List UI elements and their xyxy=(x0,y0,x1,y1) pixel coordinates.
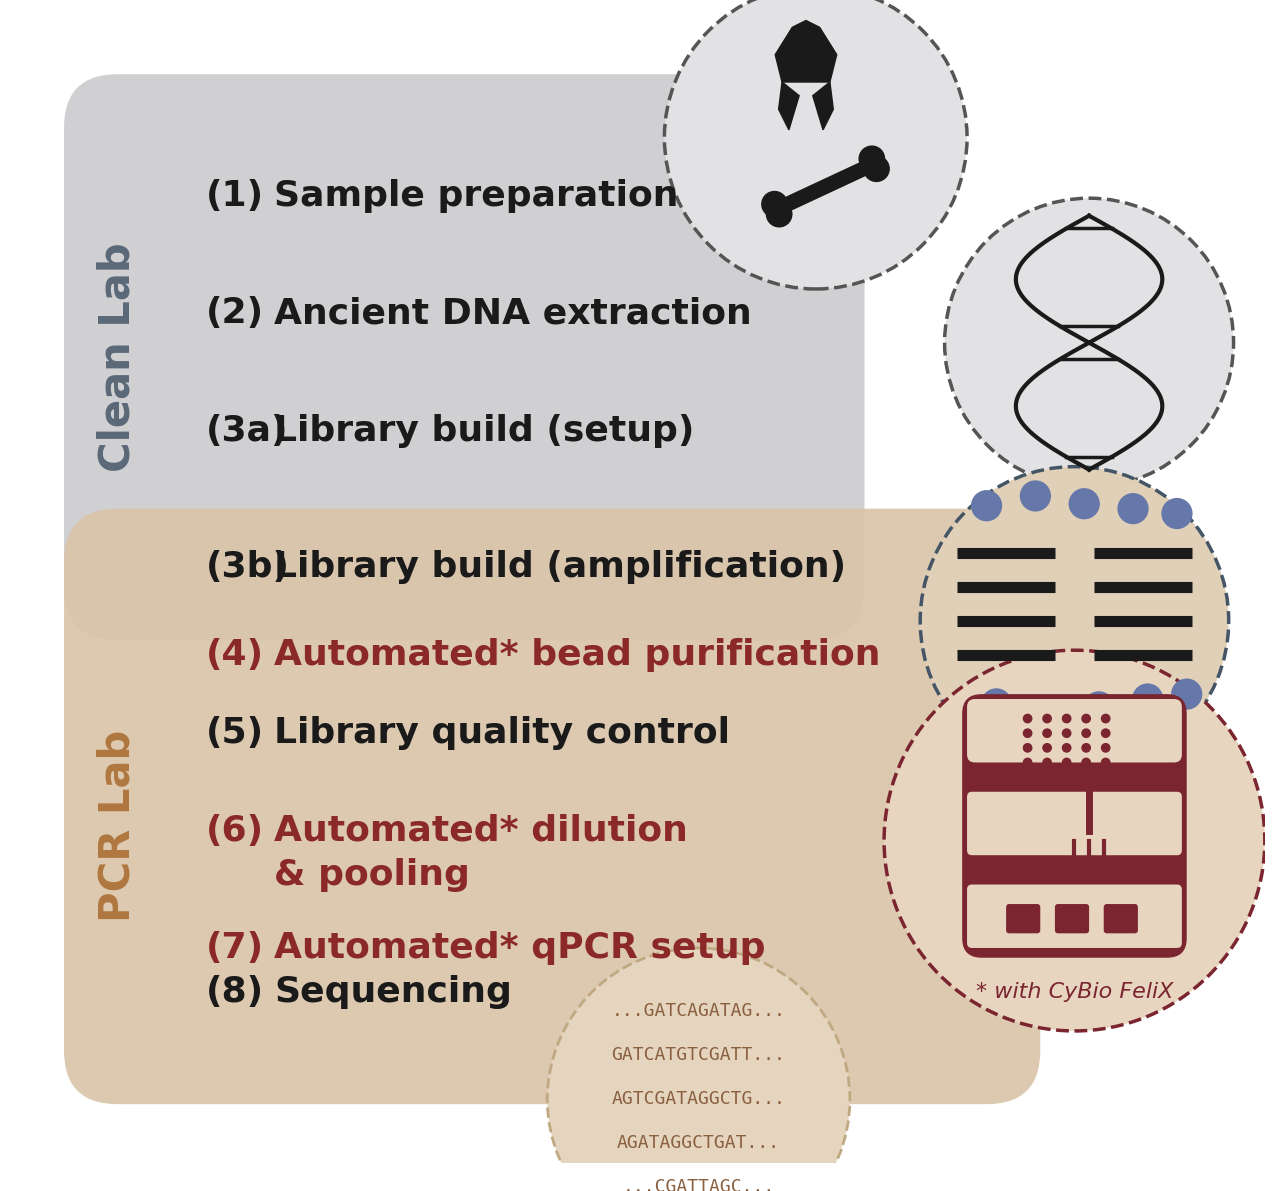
Circle shape xyxy=(664,0,968,289)
Text: (4): (4) xyxy=(206,638,264,672)
Polygon shape xyxy=(774,157,877,216)
Text: Automated* dilution: Automated* dilution xyxy=(274,813,687,848)
Text: (6): (6) xyxy=(206,813,264,848)
FancyBboxPatch shape xyxy=(1103,904,1138,934)
Circle shape xyxy=(548,948,850,1191)
FancyBboxPatch shape xyxy=(968,885,1181,948)
FancyBboxPatch shape xyxy=(64,74,864,641)
Circle shape xyxy=(1082,757,1091,767)
Text: AGATAGGCTGAT...: AGATAGGCTGAT... xyxy=(617,1134,780,1152)
Circle shape xyxy=(1061,757,1071,767)
Circle shape xyxy=(884,650,1265,1031)
Text: Ancient DNA extraction: Ancient DNA extraction xyxy=(274,297,751,330)
FancyBboxPatch shape xyxy=(963,694,1187,958)
Text: ...CGATTAGC...: ...CGATTAGC... xyxy=(622,1178,774,1191)
Text: Library build (amplification): Library build (amplification) xyxy=(274,550,846,585)
Circle shape xyxy=(1082,729,1091,738)
Circle shape xyxy=(972,490,1002,522)
Circle shape xyxy=(1042,713,1052,723)
Text: * with CyBio FeliX: * with CyBio FeliX xyxy=(975,981,1174,1002)
Circle shape xyxy=(1061,729,1071,738)
Circle shape xyxy=(1083,691,1115,723)
Circle shape xyxy=(1020,480,1051,512)
Text: AGTCGATAGGCTG...: AGTCGATAGGCTG... xyxy=(612,1090,786,1109)
Circle shape xyxy=(1023,757,1033,767)
Text: (3a): (3a) xyxy=(206,413,288,448)
Circle shape xyxy=(1042,757,1052,767)
Polygon shape xyxy=(813,82,833,130)
FancyBboxPatch shape xyxy=(968,792,1181,855)
Circle shape xyxy=(859,146,884,172)
Circle shape xyxy=(1023,743,1033,753)
Circle shape xyxy=(1061,743,1071,753)
Circle shape xyxy=(980,688,1012,719)
Circle shape xyxy=(1029,698,1061,729)
FancyBboxPatch shape xyxy=(968,699,1181,762)
Text: Sequencing: Sequencing xyxy=(274,975,512,1009)
Circle shape xyxy=(1023,713,1033,723)
Circle shape xyxy=(945,198,1234,487)
Text: Sample preparation: Sample preparation xyxy=(274,179,678,213)
Circle shape xyxy=(1042,743,1052,753)
Text: Automated* qPCR setup: Automated* qPCR setup xyxy=(274,931,765,965)
Circle shape xyxy=(767,201,792,226)
Circle shape xyxy=(1132,684,1164,715)
Circle shape xyxy=(1117,493,1148,524)
Text: (2): (2) xyxy=(206,297,264,330)
Circle shape xyxy=(762,192,787,217)
Circle shape xyxy=(1082,743,1091,753)
Circle shape xyxy=(1023,729,1033,738)
Polygon shape xyxy=(776,20,837,82)
FancyBboxPatch shape xyxy=(64,509,1041,1104)
Circle shape xyxy=(1171,679,1202,710)
Circle shape xyxy=(1161,498,1193,529)
Text: & pooling: & pooling xyxy=(274,858,470,892)
Circle shape xyxy=(1069,488,1100,519)
FancyBboxPatch shape xyxy=(1055,904,1089,934)
Circle shape xyxy=(1101,743,1111,753)
Text: (7): (7) xyxy=(206,931,264,965)
Text: Library quality control: Library quality control xyxy=(274,716,730,750)
Circle shape xyxy=(1101,729,1111,738)
Text: ...GATCAGATAG...: ...GATCAGATAG... xyxy=(612,1003,786,1021)
Circle shape xyxy=(1101,713,1111,723)
Polygon shape xyxy=(778,82,799,130)
Text: Automated* bead purification: Automated* bead purification xyxy=(274,638,881,672)
Text: PCR Lab: PCR Lab xyxy=(97,730,138,922)
Circle shape xyxy=(1101,757,1111,767)
Circle shape xyxy=(1042,729,1052,738)
Circle shape xyxy=(1082,713,1091,723)
Circle shape xyxy=(864,156,890,181)
FancyBboxPatch shape xyxy=(1006,904,1041,934)
Circle shape xyxy=(1061,713,1071,723)
Circle shape xyxy=(920,467,1229,775)
Text: Clean Lab: Clean Lab xyxy=(97,243,138,472)
Text: (3b): (3b) xyxy=(206,550,289,585)
Text: Library build (setup): Library build (setup) xyxy=(274,413,694,448)
Text: (1): (1) xyxy=(206,179,264,213)
Text: (5): (5) xyxy=(206,716,264,750)
Text: GATCATGTCGATT...: GATCATGTCGATT... xyxy=(612,1047,786,1065)
Text: (8): (8) xyxy=(206,975,264,1009)
